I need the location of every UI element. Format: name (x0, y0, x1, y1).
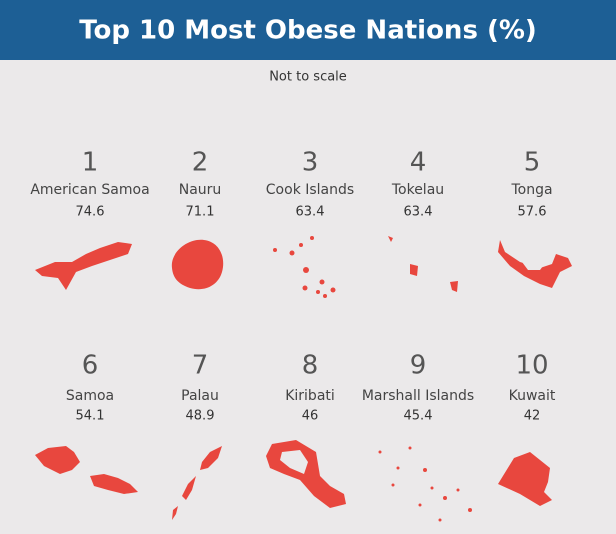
country-name: Nauru (179, 182, 222, 198)
obesity-value: 57.6 (518, 205, 547, 220)
country-name: American Samoa (30, 182, 149, 198)
header-bar (0, 0, 616, 60)
shape-tonga (498, 240, 572, 288)
country-name: Palau (181, 388, 219, 404)
rank: 1 (82, 148, 99, 178)
rank: 5 (524, 148, 541, 178)
country-name: Tonga (510, 182, 552, 198)
shape-cook-islands (273, 236, 336, 298)
obesity-value: 45.4 (404, 409, 433, 424)
country-name: Marshall Islands (362, 388, 474, 404)
rank: 2 (192, 148, 209, 178)
rank: 7 (192, 351, 209, 381)
obesity-value: 46 (302, 409, 319, 424)
rank: 8 (302, 351, 319, 381)
country-shapes (35, 236, 572, 522)
shape-tonga-lagoon (522, 258, 546, 270)
country-name: Tokelau (391, 182, 444, 198)
country-name: Kuwait (509, 388, 556, 404)
obesity-value: 63.4 (404, 205, 433, 220)
shape-american-samoa (35, 242, 132, 290)
obesity-value: 54.1 (76, 409, 105, 424)
country-name: Samoa (66, 388, 114, 404)
rank: 10 (515, 351, 548, 381)
rank: 3 (302, 148, 319, 178)
rank: 4 (410, 148, 427, 178)
shape-nauru (171, 239, 224, 290)
shape-samoa-savaii (90, 474, 138, 494)
shape-samoa-upolu (35, 446, 80, 474)
obesity-value: 42 (524, 409, 541, 424)
country-name: Kiribati (285, 388, 335, 404)
obesity-value: 74.6 (76, 205, 105, 220)
country-name: Cook Islands (266, 182, 354, 198)
obesity-value: 63.4 (296, 205, 325, 220)
shape-kuwait (498, 452, 552, 506)
shape-tokelau (388, 236, 458, 292)
subtitle: Not to scale (269, 70, 347, 85)
obesity-value: 71.1 (186, 205, 215, 220)
shape-marshall-islands (378, 446, 472, 522)
rank: 9 (410, 351, 427, 381)
rank: 6 (82, 351, 99, 381)
shape-kiribati-lagoon (280, 450, 308, 474)
title: Top 10 Most Obese Nations (%) (79, 16, 537, 46)
shape-palau (172, 446, 222, 520)
obesity-value: 48.9 (186, 409, 215, 424)
